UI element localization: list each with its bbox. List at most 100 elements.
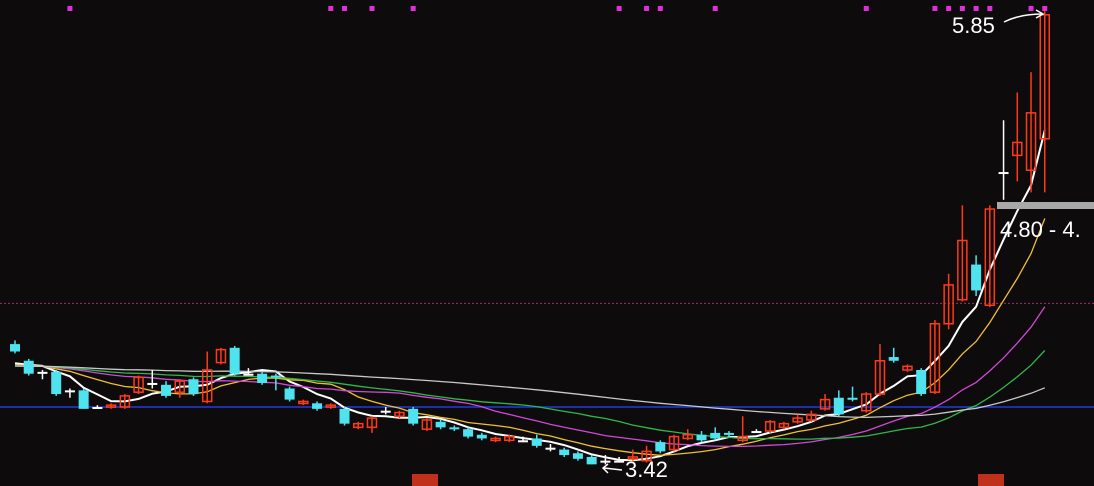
candle-body [737, 435, 748, 442]
candle-body [806, 413, 817, 421]
candle [943, 273, 954, 330]
signal-marker [1042, 6, 1048, 11]
candle [1012, 92, 1023, 182]
candle [929, 320, 941, 395]
candle-body [37, 371, 48, 374]
candle-body [174, 380, 186, 393]
candle-body [778, 422, 790, 429]
candle-body [971, 264, 982, 291]
candle [998, 120, 1009, 200]
candle [806, 410, 817, 422]
candle [668, 434, 680, 452]
candle-body [751, 431, 762, 434]
candle [531, 434, 542, 448]
candle [353, 421, 364, 430]
candle-body [51, 371, 62, 395]
candle [78, 388, 89, 409]
candle-body [641, 450, 652, 462]
signal-marker [932, 6, 938, 11]
bottom-tag-left [412, 474, 438, 486]
candle [201, 351, 213, 404]
candle [133, 375, 144, 395]
candle-body [201, 369, 213, 403]
candle-body [353, 422, 364, 429]
signal-marker [712, 6, 718, 11]
candle [819, 394, 831, 411]
signal-marker [657, 6, 663, 11]
candle-body [929, 323, 941, 393]
high-arrow-icon [1003, 13, 1043, 23]
candle [394, 410, 405, 419]
candle [723, 431, 734, 437]
candle-body [325, 404, 337, 408]
candle-body [504, 435, 515, 442]
candle [627, 449, 639, 461]
candle-body [380, 410, 391, 413]
candle-body [888, 357, 899, 361]
candle [778, 421, 790, 430]
ma20-line [14, 306, 1046, 448]
candle [600, 455, 611, 465]
candle-body [861, 393, 872, 412]
candle [284, 386, 295, 402]
candle-body [229, 347, 240, 374]
candle [490, 436, 501, 443]
candle [545, 444, 556, 452]
candle [243, 368, 254, 376]
signal-marker [973, 6, 979, 11]
candle-body [449, 427, 460, 430]
candle [229, 345, 240, 376]
candle [215, 347, 227, 365]
candle [847, 386, 858, 402]
signal-marker [67, 6, 73, 11]
candle-body [119, 395, 131, 408]
candle [861, 392, 872, 413]
candle-body [408, 408, 419, 424]
candle [339, 407, 350, 426]
candle-body [1039, 14, 1050, 140]
signal-marker [1028, 6, 1034, 11]
candle [64, 388, 75, 398]
ma10-line [14, 218, 1046, 456]
candle-body [64, 390, 75, 393]
candle-body [792, 417, 803, 423]
candle-body [614, 460, 625, 463]
candle-body [723, 432, 734, 435]
candle [476, 432, 487, 441]
candle-body [243, 373, 254, 376]
candle [518, 436, 529, 443]
candle [1039, 11, 1050, 193]
candle-body [133, 376, 144, 393]
candle [971, 255, 982, 296]
candle-body [696, 434, 707, 441]
bottom-tag-right [978, 474, 1004, 486]
candle [188, 377, 199, 396]
candle-body [257, 373, 268, 383]
signal-marker [987, 6, 993, 11]
candle [737, 416, 748, 443]
candle-body [161, 384, 172, 396]
candle [888, 347, 899, 363]
candle [92, 405, 103, 409]
candle [682, 429, 694, 441]
candle-body [545, 447, 556, 450]
candle [792, 414, 803, 424]
candle [51, 370, 62, 396]
candle-body [490, 437, 501, 442]
candle-body [998, 172, 1009, 175]
candle-body [572, 453, 583, 459]
candle [449, 425, 460, 432]
candle [833, 390, 844, 417]
ma5-line [14, 129, 1046, 462]
candle [408, 407, 419, 426]
candle [710, 427, 721, 441]
candle [641, 445, 652, 463]
candle-body [10, 344, 20, 352]
candle [696, 431, 707, 443]
candle-body [23, 360, 34, 374]
signal-marker [644, 6, 650, 11]
candle-body [435, 421, 446, 428]
candle [916, 368, 927, 396]
signal-marker [959, 6, 965, 11]
